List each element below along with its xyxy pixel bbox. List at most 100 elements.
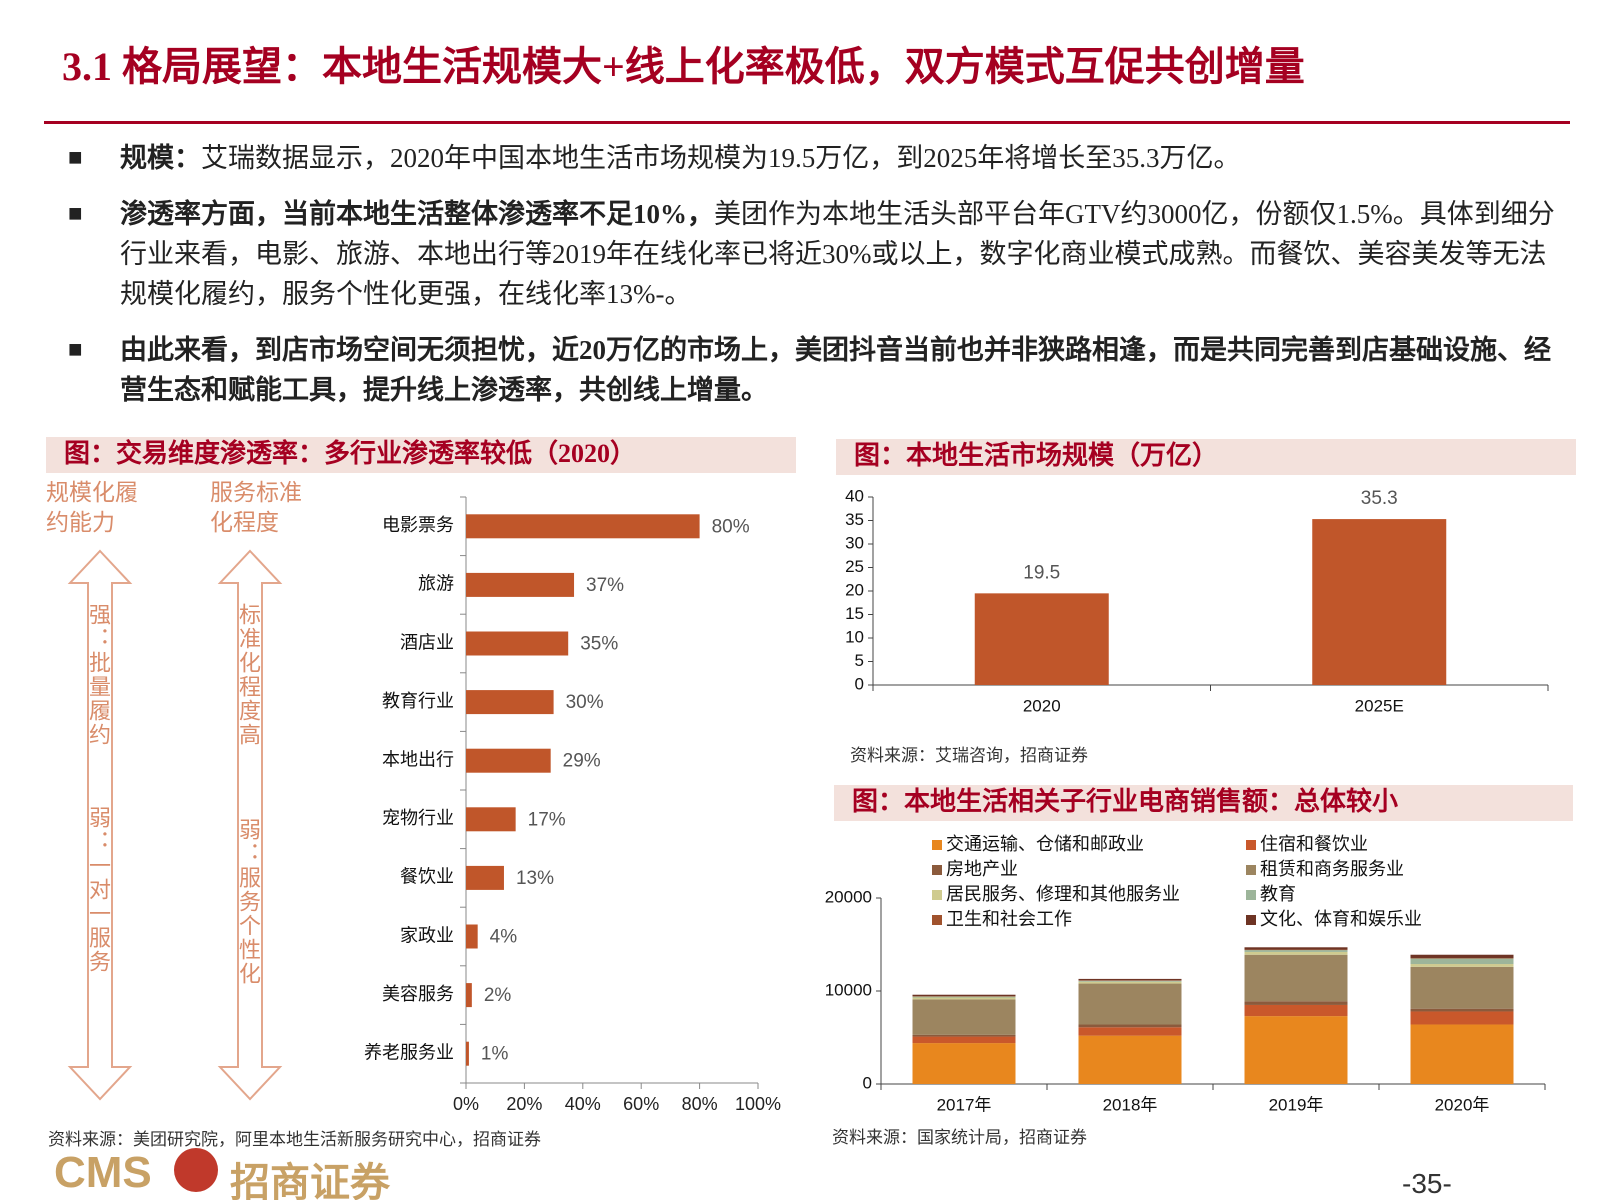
legend-swatch <box>932 865 942 875</box>
y-tick-label: 0 <box>863 1073 872 1092</box>
x-tick-label: 2017年 <box>937 1095 992 1114</box>
legend-swatch <box>932 890 942 900</box>
bullet-lead: 由此来看，到店市场空间无须担忧，近20万亿的市场上，美团抖音当前也并非狭路相逢，… <box>120 335 1551 405</box>
bar <box>466 865 504 890</box>
y-tick-label: 家政业 <box>400 925 454 945</box>
x-tick-label: 20% <box>506 1094 542 1114</box>
legend-label: 住宿和餐饮业 <box>1260 834 1368 854</box>
data-label: 1% <box>481 1044 509 1065</box>
bar-segment <box>1410 966 1514 1009</box>
chart-title-band <box>836 439 1576 475</box>
logo-icon <box>174 1148 218 1192</box>
y-tick-label: 10000 <box>825 980 872 999</box>
bullet: 渗透率方面，当前本地生活整体渗透率不足10%，美团作为本地生活头部平台年GTV约… <box>68 194 1568 314</box>
x-tick-label: 0% <box>453 1094 479 1114</box>
bar <box>466 748 551 773</box>
chart-title: 图：交易维度渗透率：多行业渗透率较低（2020） <box>64 438 636 468</box>
x-tick-label: 100% <box>735 1094 781 1114</box>
chart-source: 资料来源：美团研究院，阿里本地生活新服务研究中心，招商证券 <box>48 1130 541 1149</box>
data-label: 4% <box>490 927 518 948</box>
chart-title-band <box>834 785 1573 821</box>
bullet: 规模：艾瑞数据显示，2020年中国本地生活市场规模为19.5万亿，到2025年将… <box>68 138 1568 178</box>
bar-segment <box>912 996 1016 998</box>
bar-segment <box>1078 1024 1182 1028</box>
data-label: 17% <box>528 809 566 830</box>
bar-segment <box>1078 1035 1182 1084</box>
bar-segment <box>1078 978 1182 981</box>
bullet: 由此来看，到店市场空间无须担忧，近20万亿的市场上，美团抖音当前也并非狭路相逢，… <box>68 330 1568 410</box>
bar-segment <box>1410 958 1514 965</box>
bar <box>466 1041 469 1066</box>
bullet-text: 艾瑞数据显示，2020年中国本地生活市场规模为19.5万亿，到2025年将增长至… <box>201 143 1241 173</box>
bar-segment <box>912 994 1016 997</box>
y-tick-label: 10 <box>845 627 864 646</box>
annotation-heading: 规模化履约能力 <box>46 480 138 535</box>
annotation-text: 弱：一对一服务 <box>86 806 111 974</box>
arrow <box>67 549 133 1101</box>
legend-label: 文化、体育和娱乐业 <box>1260 909 1422 929</box>
x-tick-label: 60% <box>623 1094 659 1114</box>
legend-label: 卫生和社会工作 <box>946 909 1072 929</box>
legend-label: 居民服务、修理和其他服务业 <box>946 884 1180 904</box>
x-tick-label: 2025E <box>1355 696 1404 715</box>
bar-segment <box>912 1043 1016 1084</box>
bar-segment <box>1410 1024 1514 1084</box>
y-tick-label: 教育行业 <box>382 691 454 711</box>
y-tick-label: 酒店业 <box>400 632 454 652</box>
x-tick-label: 2020年 <box>1435 1095 1490 1114</box>
y-tick-label: 5 <box>855 651 864 670</box>
y-tick-label: 15 <box>845 604 864 623</box>
y-tick-label: 0 <box>855 674 864 693</box>
legend-label: 房地产业 <box>946 859 1018 879</box>
y-tick-label: 电影票务 <box>382 515 454 535</box>
y-tick-label: 20 <box>845 580 864 599</box>
bar-segment <box>1410 1008 1514 1012</box>
data-label: 35.3 <box>1361 488 1398 509</box>
bar-segment <box>1244 1016 1348 1084</box>
slide-title: 3.1 格局展望：本地生活规模大+线上化率极低，双方模式互促共创增量 <box>62 44 1305 89</box>
bar <box>466 631 569 656</box>
y-tick-label: 宠物行业 <box>382 808 454 828</box>
page-number: -35- <box>1402 1168 1452 1199</box>
bar <box>466 514 700 539</box>
bar-segment <box>912 1034 1016 1037</box>
legend-swatch <box>1246 890 1256 900</box>
legend-swatch <box>1246 865 1256 875</box>
bullet-lead: 渗透率方面，当前本地生活整体渗透率不足10%， <box>120 199 714 229</box>
chart-source: 资料来源：艾瑞咨询，招商证券 <box>850 746 1088 765</box>
data-label: 35% <box>580 634 618 655</box>
data-label: 19.5 <box>1023 562 1060 583</box>
chart-title: 图：本地生活相关子行业电商销售额：总体较小 <box>852 786 1398 816</box>
bar-segment <box>1244 950 1348 952</box>
legend-label: 租赁和商务服务业 <box>1260 859 1404 879</box>
bar-segment <box>1410 964 1514 967</box>
logo: CMS <box>54 1148 152 1197</box>
legend-label: 交通运输、仓储和邮政业 <box>946 834 1144 854</box>
logo-text: 招商证券 <box>230 1160 390 1200</box>
annotation-text: 强：批量履约 <box>86 603 111 747</box>
y-tick-label: 25 <box>845 557 864 576</box>
bullet-lead: 规模： <box>120 143 201 173</box>
data-label: 37% <box>586 575 624 596</box>
data-label: 2% <box>484 985 512 1006</box>
bar-segment <box>1244 1001 1348 1005</box>
bar <box>466 690 554 715</box>
bar-segment <box>1244 1004 1348 1017</box>
legend-label: 教育 <box>1260 884 1296 904</box>
x-tick-label: 40% <box>565 1094 601 1114</box>
annotation-text: 弱：服务个性化 <box>236 818 261 986</box>
data-label: 13% <box>516 868 554 889</box>
bar-segment <box>1078 981 1182 984</box>
bar-segment <box>1078 1027 1182 1036</box>
annotation-heading: 服务标准化程度 <box>210 480 302 535</box>
bar-segment <box>1244 951 1348 955</box>
arrow <box>217 549 283 1101</box>
bar <box>466 807 516 832</box>
x-tick-label: 2018年 <box>1103 1095 1158 1114</box>
bar-segment <box>912 999 1016 1035</box>
bar-segment <box>1078 980 1182 982</box>
legend-swatch <box>1246 840 1256 850</box>
data-label: 29% <box>563 751 601 772</box>
y-tick-label: 本地出行 <box>382 749 454 769</box>
x-tick-label: 2020 <box>1023 696 1061 715</box>
